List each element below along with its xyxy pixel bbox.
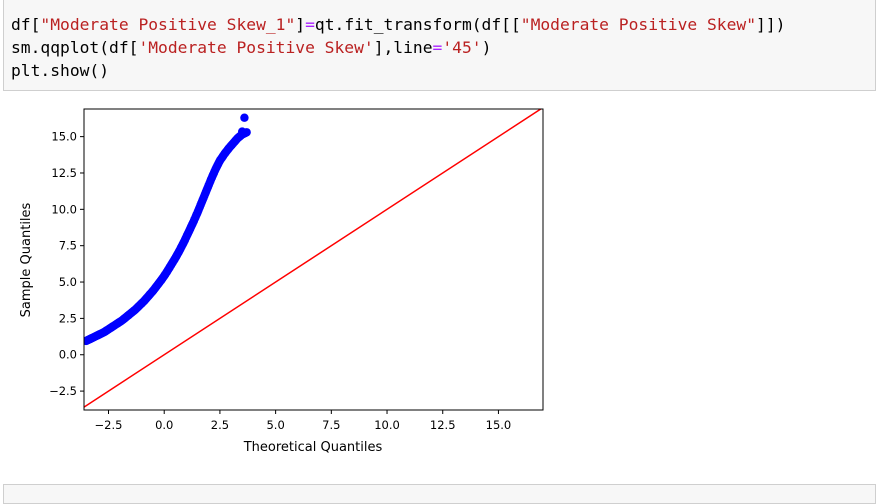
code-token: qt.fit_transform(df[[ bbox=[314, 15, 521, 34]
y-tick-label: 10.0 bbox=[51, 202, 77, 216]
code-token: df[ bbox=[11, 15, 41, 34]
y-axis-label: Sample Quantiles bbox=[19, 202, 34, 317]
code-line-3: plt.show() bbox=[11, 60, 109, 82]
y-tick-label: 5.0 bbox=[59, 275, 77, 289]
cell-output: −2.5 0.0 2.5 5.0 7.5 10.0 12.5 15.0 −2.5 0.0 2.5 5… bbox=[0, 100, 560, 470]
y-tick-label: 15.0 bbox=[51, 130, 77, 144]
code-line-1: df["Moderate Positive Skew_1"]=qt.fit_tr… bbox=[11, 14, 785, 36]
data-point bbox=[240, 113, 249, 122]
code-token: ) bbox=[481, 38, 492, 57]
y-tick-label: −2.5 bbox=[49, 384, 77, 398]
code-token: = bbox=[305, 15, 315, 34]
code-token: '45' bbox=[442, 38, 482, 57]
x-tick-label: 0.0 bbox=[155, 418, 173, 432]
code-line-2: sm.qqplot(df['Moderate Positive Skew'],l… bbox=[11, 37, 491, 59]
code-token: "Moderate Positive Skew" bbox=[520, 15, 757, 34]
code-token: ]]) bbox=[756, 15, 786, 34]
code-token: 'Moderate Positive Skew' bbox=[138, 38, 374, 57]
code-token: plt.show() bbox=[11, 61, 110, 80]
x-tick-label: −2.5 bbox=[95, 418, 123, 432]
x-tick-label: 15.0 bbox=[486, 418, 512, 432]
x-axis-label: Theoretical Quantiles bbox=[243, 440, 383, 455]
reference-line-45 bbox=[84, 109, 543, 408]
y-tick-label: 0.0 bbox=[59, 348, 77, 362]
next-code-cell[interactable] bbox=[3, 484, 876, 504]
x-tick-label: 2.5 bbox=[211, 418, 229, 432]
x-tick-label: 10.0 bbox=[374, 418, 400, 432]
y-tick-label: 7.5 bbox=[59, 239, 77, 253]
x-tick-label: 12.5 bbox=[430, 418, 456, 432]
code-token: ],line bbox=[373, 38, 433, 57]
y-tick-label: 12.5 bbox=[51, 166, 77, 180]
code-token: = bbox=[432, 38, 443, 57]
data-point bbox=[237, 127, 247, 136]
code-token: ] bbox=[295, 15, 306, 34]
x-tick-label: 5.0 bbox=[266, 418, 284, 432]
code-token: sm.qqplot(df[ bbox=[11, 38, 139, 57]
qq-plot: −2.5 0.0 2.5 5.0 7.5 10.0 12.5 15.0 −2.5 0.0 2.5 5… bbox=[19, 108, 544, 455]
y-tick-label: 2.5 bbox=[59, 311, 77, 325]
code-cell[interactable]: df["Moderate Positive Skew_1"]=qt.fit_tr… bbox=[3, 0, 876, 91]
x-tick-label: 7.5 bbox=[322, 418, 340, 432]
code-token: "Moderate Positive Skew_1" bbox=[40, 15, 296, 34]
plot-frame bbox=[83, 108, 544, 411]
